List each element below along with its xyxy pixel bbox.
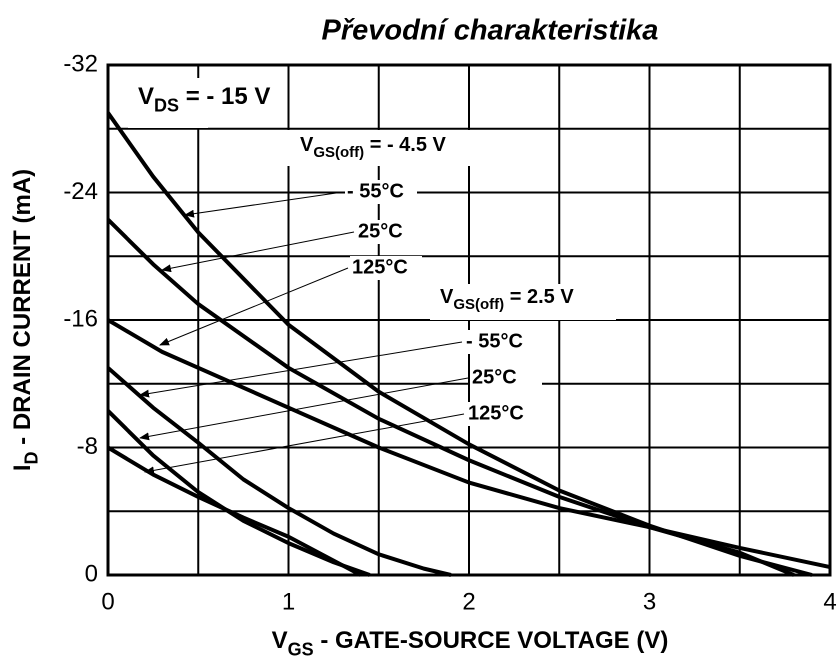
label-main: V xyxy=(272,627,288,654)
x-tick-label: 2 xyxy=(462,588,475,615)
legend-arrow xyxy=(139,377,469,441)
label: VGS(off) = 2.5 V xyxy=(440,286,574,313)
legend-label: 25°C xyxy=(358,220,403,242)
label-rest: = 2.5 V xyxy=(504,286,574,308)
label: ID - DRAIN CURRENT (mA) xyxy=(9,169,41,471)
y-tick-label: 0 xyxy=(85,560,98,587)
label-main: V xyxy=(300,134,314,156)
legend-label: 125°C xyxy=(468,402,524,424)
legend-label: - 55°C xyxy=(466,330,523,352)
legend-box xyxy=(470,366,542,390)
series-line xyxy=(106,218,795,577)
x-tick-label: 1 xyxy=(282,588,295,615)
y-tick-label: -16 xyxy=(63,305,98,332)
annotation-box xyxy=(430,284,616,320)
x-tick-label: 0 xyxy=(101,588,114,615)
legend-box xyxy=(345,180,417,204)
annotation-box xyxy=(282,130,494,166)
series-line xyxy=(106,445,362,577)
label-sub: DS xyxy=(154,95,179,115)
legend-label: 125°C xyxy=(352,256,408,278)
label-main: V xyxy=(138,83,154,110)
y-tick-label: -32 xyxy=(63,50,98,77)
series-line xyxy=(106,366,452,577)
legend-box xyxy=(350,256,422,280)
chart-title: Převodní charakteristika xyxy=(322,15,659,47)
label-rest: - GATE-SOURCE VOLTAGE (V) xyxy=(314,627,669,654)
y-tick-label: -8 xyxy=(77,433,98,460)
label-rest: = - 4.5 V xyxy=(364,134,446,156)
legend-arrow xyxy=(161,231,355,273)
label-main: I xyxy=(9,464,36,471)
x-tick-label: 3 xyxy=(643,588,656,615)
label-main: V xyxy=(440,286,454,308)
label: VGS(off) = - 4.5 V xyxy=(300,134,447,161)
series-line xyxy=(106,318,831,569)
legend-label: 25°C xyxy=(472,366,517,388)
legend-box xyxy=(466,402,538,426)
label-rest: - DRAIN CURRENT (mA) xyxy=(9,169,36,452)
label: VDS = - 15 V xyxy=(138,83,270,115)
y-tick-label: -24 xyxy=(63,178,98,205)
legend-arrow xyxy=(159,267,349,346)
legend-label: - 55°C xyxy=(347,180,404,202)
label-sub: GS xyxy=(288,639,314,659)
legend-arrow xyxy=(139,341,463,398)
x-tick-label: 4 xyxy=(823,588,836,615)
label-sub: D xyxy=(21,451,41,464)
label-rest: = - 15 V xyxy=(179,83,270,110)
legend-box xyxy=(464,330,536,354)
label-sub: GS(off) xyxy=(313,144,364,161)
legend-arrow xyxy=(184,191,344,218)
legend-arrow xyxy=(144,413,465,475)
annotation-box xyxy=(128,78,208,128)
label: VGS - GATE-SOURCE VOLTAGE (V) xyxy=(272,627,669,659)
legend-box xyxy=(356,220,428,244)
label-sub: GS(off) xyxy=(453,296,504,313)
